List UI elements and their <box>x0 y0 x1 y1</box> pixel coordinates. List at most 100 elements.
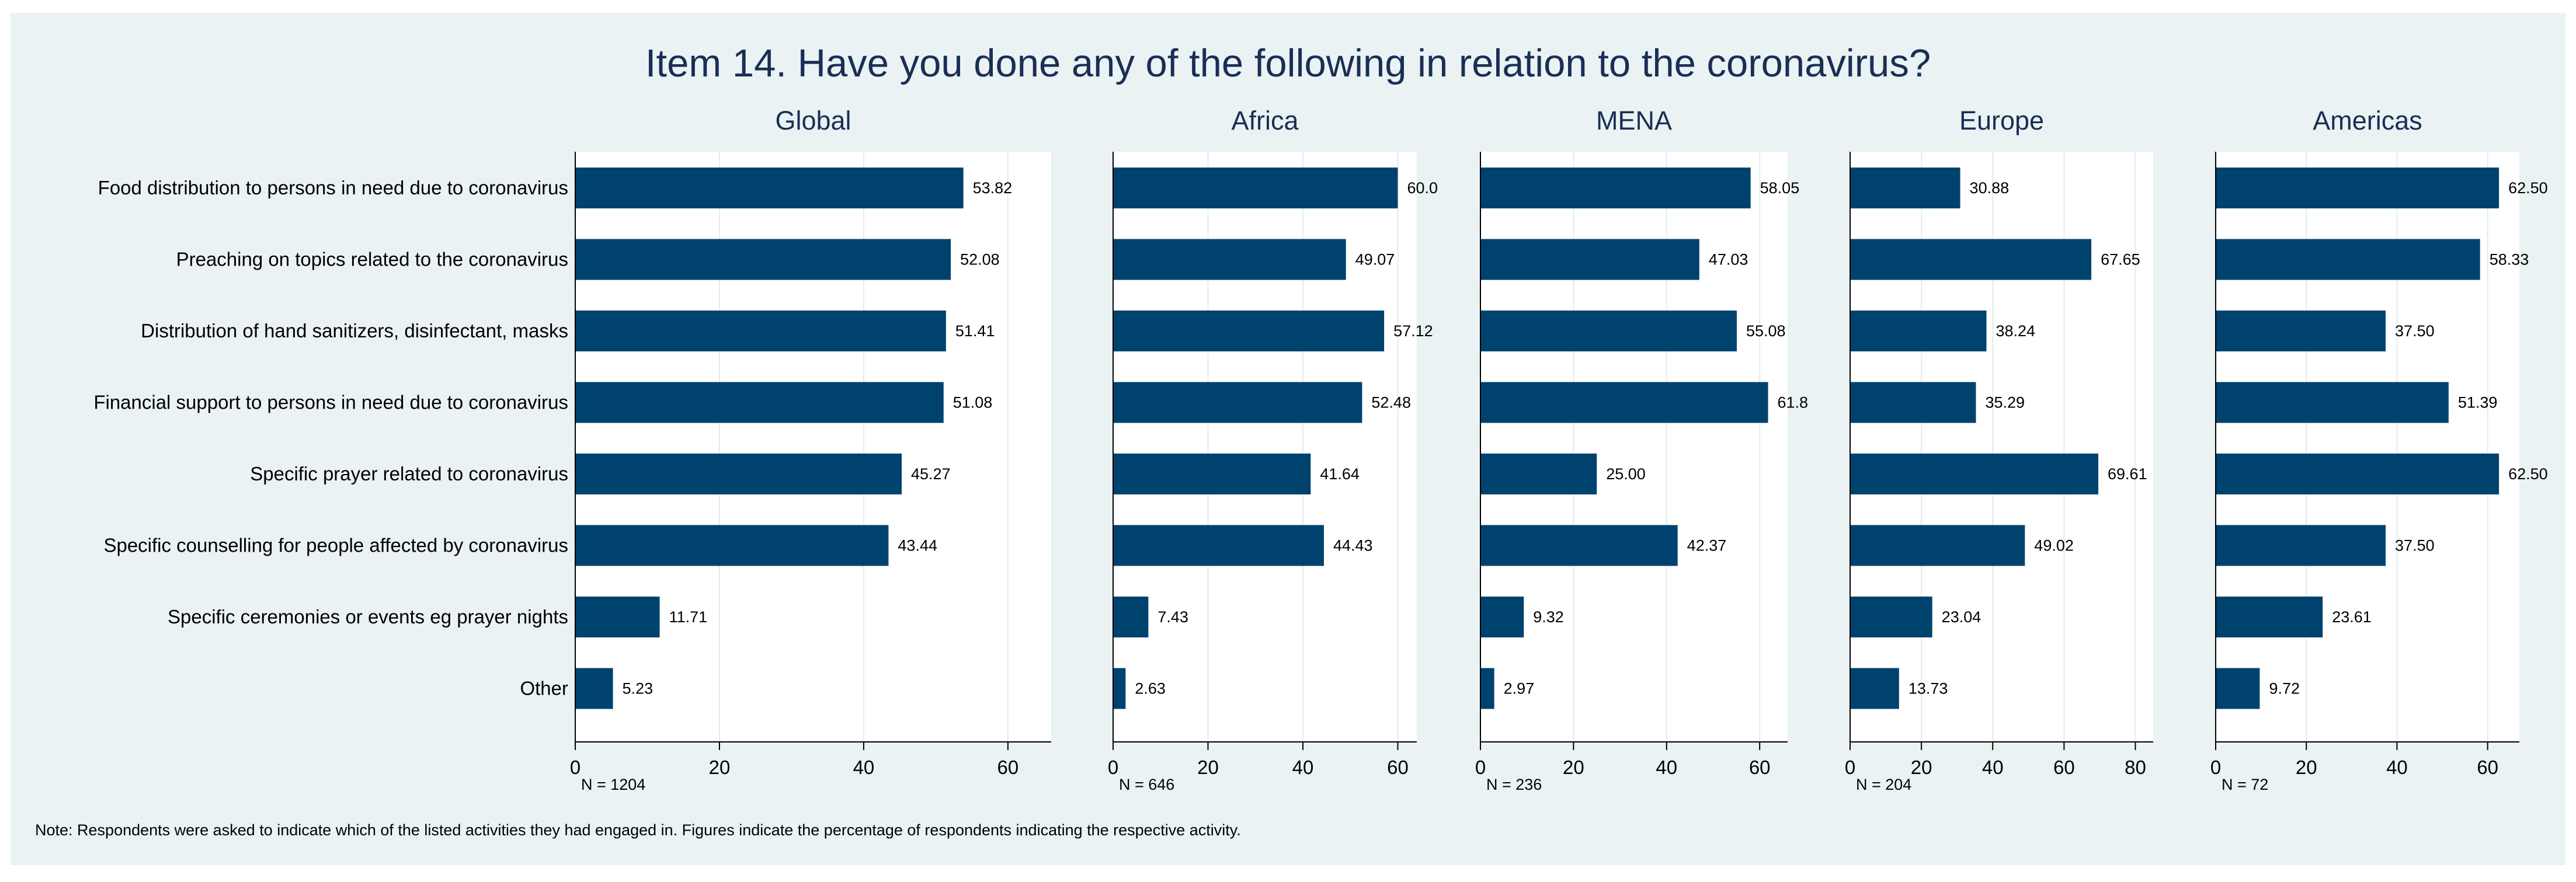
bar <box>1480 382 1768 423</box>
chart-area: Food distribution to persons in need due… <box>93 106 2548 793</box>
bar-value-label: 55.08 <box>1746 322 1786 340</box>
bar <box>575 168 964 208</box>
bar <box>1113 311 1385 351</box>
x-tick-label: 20 <box>1563 757 1584 778</box>
bar <box>1850 382 1976 423</box>
bar <box>575 668 613 709</box>
bar <box>2216 311 2386 351</box>
bar <box>1480 668 1494 709</box>
bar <box>2216 239 2480 280</box>
category-label: Preaching on topics related to the coron… <box>176 249 568 270</box>
x-tick-label: 20 <box>1197 757 1219 778</box>
category-label: Specific ceremonies or events eg prayer … <box>168 606 568 627</box>
bar-value-label: 2.97 <box>1504 680 1535 698</box>
bar-value-label: 35.29 <box>1985 394 2025 412</box>
bar-value-label: 2.63 <box>1135 680 1166 698</box>
bar <box>575 382 944 423</box>
bar-value-label: 45.27 <box>911 465 951 483</box>
bar-value-label: 47.03 <box>1709 251 1748 269</box>
bar-value-label: 49.02 <box>2034 537 2074 555</box>
x-tick-label: 40 <box>1292 757 1314 778</box>
bar <box>575 239 951 280</box>
bar <box>1480 454 1597 494</box>
bar-value-label: 61.8 <box>1778 394 1809 412</box>
bar <box>2216 454 2499 494</box>
bar-value-label: 51.39 <box>2458 394 2498 412</box>
bar <box>1480 525 1678 566</box>
x-tick-label: 0 <box>570 757 580 778</box>
bar <box>1850 668 1899 709</box>
bar <box>575 525 889 566</box>
bar-value-label: 23.61 <box>2332 608 2372 626</box>
bar-value-label: 25.00 <box>1606 465 1646 483</box>
x-tick-label: 40 <box>2386 757 2408 778</box>
x-tick-label: 0 <box>2210 757 2221 778</box>
panel-title: MENA <box>1596 106 1672 135</box>
category-label: Specific counselling for people affected… <box>103 535 568 556</box>
bar-value-label: 38.24 <box>1996 322 2035 340</box>
bar <box>1480 597 1524 637</box>
bar <box>1113 382 1362 423</box>
bar-value-label: 51.41 <box>955 322 995 340</box>
bar-value-label: 41.64 <box>1320 465 1360 483</box>
bar-value-label: 69.61 <box>2108 465 2147 483</box>
x-tick-label: 40 <box>1656 757 1677 778</box>
bar-value-label: 53.82 <box>973 179 1013 197</box>
bar <box>1850 168 1960 208</box>
bar-value-label: 51.08 <box>953 394 993 412</box>
category-label: Financial support to persons in need due… <box>93 392 568 413</box>
x-tick-label: 20 <box>709 757 731 778</box>
bar <box>575 454 902 494</box>
x-tick-label: 60 <box>2477 757 2498 778</box>
x-tick-label: 60 <box>997 757 1019 778</box>
bar-value-label: 43.44 <box>898 537 937 555</box>
bar-value-label: 5.23 <box>623 680 653 698</box>
chart-title: Item 14. Have you done any of the follow… <box>645 41 1931 85</box>
bar-value-label: 13.73 <box>1908 680 1948 698</box>
x-tick-label: 40 <box>853 757 875 778</box>
x-tick-label: 0 <box>1108 757 1118 778</box>
bar-value-label: 44.43 <box>1333 537 1373 555</box>
figure-background: Item 14. Have you done any of the follow… <box>11 13 2565 865</box>
bar <box>2216 668 2260 709</box>
bar <box>1480 168 1751 208</box>
bar-value-label: 9.32 <box>1533 608 1564 626</box>
x-tick-label: 0 <box>1845 757 1855 778</box>
bar-value-label: 9.72 <box>2269 680 2300 698</box>
x-tick-label: 0 <box>1475 757 1486 778</box>
bar-value-label: 49.07 <box>1355 251 1395 269</box>
sample-size-label: N = 1204 <box>581 776 645 793</box>
sample-size-label: N = 72 <box>2222 776 2268 793</box>
bar-value-label: 67.65 <box>2101 251 2140 269</box>
bar-value-label: 7.43 <box>1157 608 1188 626</box>
bar <box>1850 597 1932 637</box>
x-tick-label: 60 <box>1387 757 1409 778</box>
bar <box>1113 239 1346 280</box>
x-tick-label: 40 <box>1982 757 2004 778</box>
bar <box>1480 239 1699 280</box>
category-label: Specific prayer related to coronavirus <box>250 463 568 484</box>
sample-size-label: N = 204 <box>1856 776 1911 793</box>
category-label: Other <box>520 678 568 699</box>
bar <box>1850 311 1987 351</box>
bar <box>1850 454 2099 494</box>
bar-value-label: 23.04 <box>1942 608 1981 626</box>
bar <box>1850 239 2092 280</box>
bar <box>2216 597 2323 637</box>
x-tick-label: 20 <box>2296 757 2317 778</box>
bar <box>575 597 660 637</box>
panel-title: Africa <box>1231 106 1299 135</box>
bar <box>1113 454 1311 494</box>
bar-value-label: 62.50 <box>2508 465 2548 483</box>
bar-value-label: 42.37 <box>1687 537 1727 555</box>
bar <box>2216 382 2449 423</box>
bar-value-label: 30.88 <box>1970 179 2010 197</box>
bar-value-label: 62.50 <box>2508 179 2548 197</box>
x-tick-label: 60 <box>2053 757 2075 778</box>
bar-value-label: 37.50 <box>2395 537 2435 555</box>
bar-value-label: 58.33 <box>2490 251 2529 269</box>
bar <box>1113 597 1149 637</box>
x-tick-label: 80 <box>2125 757 2146 778</box>
category-label: Distribution of hand sanitizers, disinfe… <box>141 320 568 341</box>
x-tick-label: 20 <box>1911 757 1932 778</box>
